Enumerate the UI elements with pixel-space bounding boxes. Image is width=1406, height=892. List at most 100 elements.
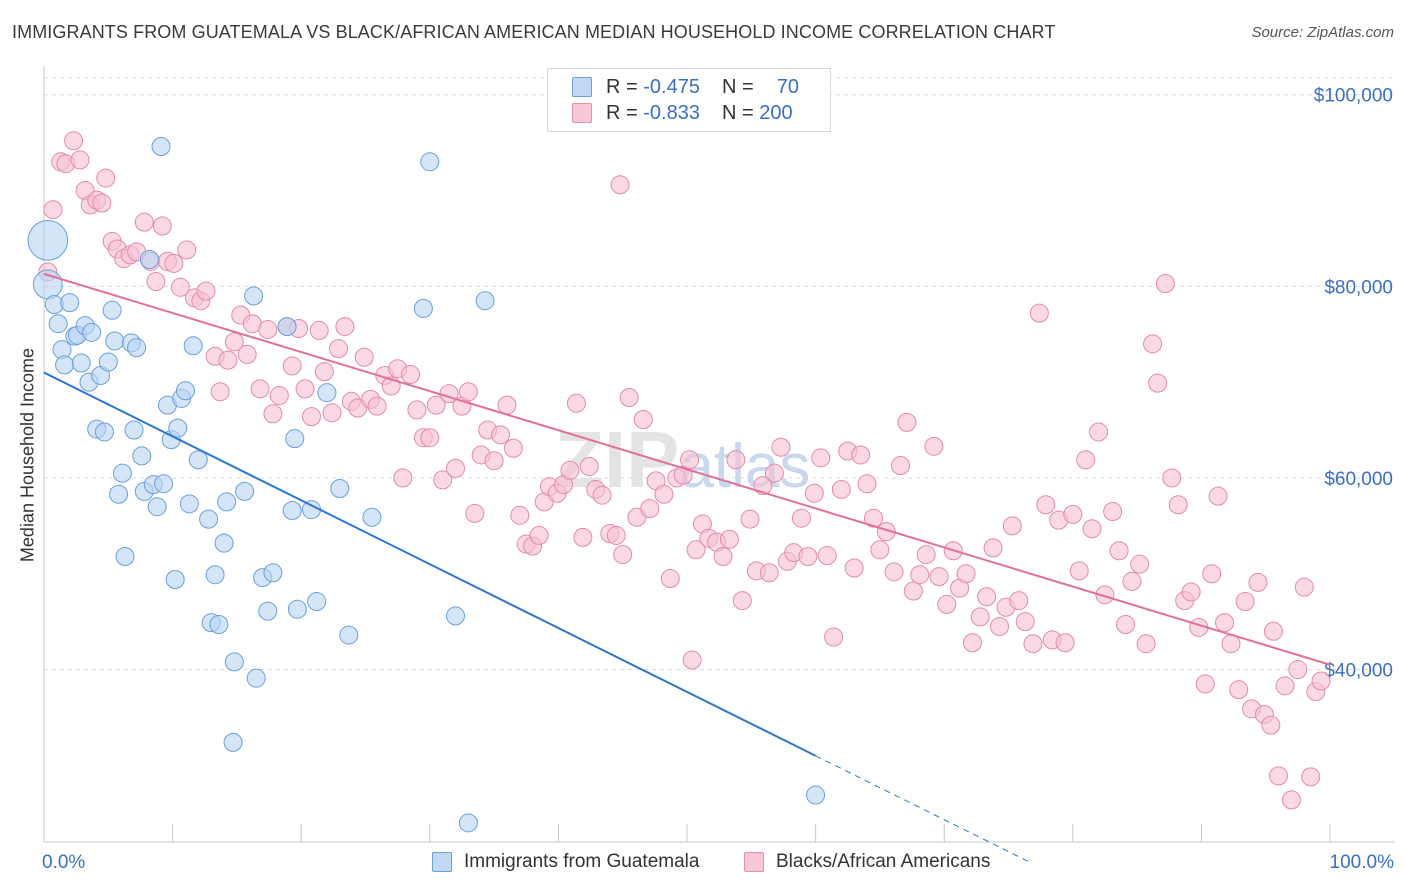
legend-swatch-pink	[572, 103, 592, 123]
pink-data-point	[924, 436, 944, 456]
blue-data-point	[151, 136, 171, 156]
pink-data-point	[258, 319, 278, 339]
blue-data-point	[458, 813, 478, 833]
pink-data-point	[328, 339, 348, 359]
pink-data-point	[1162, 468, 1182, 488]
blue-data-point	[102, 300, 122, 320]
blue-data-point	[258, 601, 278, 621]
blue-data-point	[806, 785, 826, 805]
legend-swatch-blue	[572, 77, 592, 97]
pink-data-point	[43, 200, 63, 220]
pink-data-point	[224, 332, 244, 352]
blue-data-point	[287, 599, 307, 619]
blue-data-point	[244, 286, 264, 306]
pink-data-point	[465, 503, 485, 523]
pink-data-point	[640, 499, 660, 519]
legend-swatch-pink	[744, 852, 764, 872]
pink-data-point	[177, 240, 197, 260]
blue-data-point	[199, 509, 219, 529]
legend-r-label: R =	[606, 101, 644, 124]
x-axis-max-label: 100.0%	[1329, 852, 1394, 873]
blue-data-point	[446, 606, 466, 626]
source-credit: Source: ZipAtlas.com	[1251, 24, 1394, 41]
pink-data-point	[831, 479, 851, 499]
pink-data-point	[309, 320, 329, 340]
pink-data-point	[726, 450, 746, 470]
blue-data-point	[413, 298, 433, 318]
pink-data-point	[844, 558, 864, 578]
pink-data-point	[811, 448, 831, 468]
pink-data-point	[322, 403, 342, 423]
pink-data-point	[740, 509, 760, 529]
pink-data-point	[393, 468, 413, 488]
blue-data-point	[209, 615, 229, 635]
pink-data-point	[759, 563, 779, 583]
pink-data-point	[680, 450, 700, 470]
pink-data-point	[863, 508, 883, 528]
pink-data-point	[1269, 766, 1289, 786]
pink-data-point	[295, 379, 315, 399]
blue-data-point	[285, 429, 305, 449]
correlation-legend: R = -0.475 N = 70 R = -0.833 N = 200	[547, 68, 831, 132]
legend-label-guatemala: Immigrants from Guatemala	[464, 851, 700, 872]
pink-data-point	[579, 456, 599, 476]
pink-data-point	[407, 400, 427, 420]
pink-data-point	[1261, 715, 1281, 735]
pink-data-point	[1275, 676, 1295, 696]
y-tick-label: $60,000	[1324, 469, 1393, 490]
pink-data-point	[1109, 541, 1129, 561]
pink-data-point	[1136, 634, 1156, 654]
pink-data-point	[1155, 273, 1175, 293]
pink-data-point	[970, 607, 990, 627]
blue-data-point	[205, 565, 225, 585]
pink-data-point	[1029, 303, 1049, 323]
pink-data-point	[401, 364, 421, 384]
blue-data-point	[217, 492, 237, 512]
pink-data-point	[1248, 572, 1268, 592]
pink-data-point	[420, 428, 440, 448]
blue-data-point	[307, 592, 327, 612]
pink-data-point	[1208, 486, 1228, 506]
pink-data-point	[606, 525, 626, 545]
blue-data-point	[223, 732, 243, 752]
pink-data-point	[764, 463, 784, 483]
pink-data-point	[962, 633, 982, 653]
pink-data-point	[1069, 561, 1089, 581]
pink-data-point	[654, 484, 674, 504]
pink-data-point	[660, 569, 680, 589]
pink-data-point	[817, 546, 837, 566]
pink-data-point	[956, 564, 976, 584]
blue-data-point	[124, 420, 144, 440]
legend-n-label: N =	[721, 101, 760, 124]
pink-data-point	[791, 508, 811, 528]
blue-data-point	[132, 446, 152, 466]
pink-data-point	[682, 650, 702, 670]
pink-data-point	[1116, 615, 1136, 635]
blue-data-point	[94, 422, 114, 442]
gridlines	[44, 77, 1395, 671]
pink-data-point	[1082, 519, 1102, 539]
pink-data-point	[851, 445, 871, 465]
blue-data-point	[235, 481, 255, 501]
axes	[43, 66, 1395, 843]
pink-data-point	[1095, 585, 1115, 605]
pink-data-point	[1143, 334, 1163, 354]
pink-data-point	[870, 540, 890, 560]
y-tick-label: $80,000	[1324, 277, 1393, 298]
blue-data-point	[109, 484, 129, 504]
pink-data-point	[1089, 422, 1109, 442]
blue-data-point	[183, 336, 203, 356]
blue-data-point	[60, 293, 80, 313]
pink-data-point	[314, 362, 334, 382]
pink-data-point	[771, 437, 791, 457]
watermark-atlas-part: atlas	[679, 432, 810, 501]
pink-data-point	[1036, 495, 1056, 515]
blue-data-point	[112, 463, 132, 483]
y-tick-labels: $40,000 $60,000 $80,000 $100,000	[1314, 86, 1393, 682]
x-axis-min-label: 0.0%	[42, 852, 86, 873]
pink-data-point	[884, 562, 904, 582]
pink-data-point	[1195, 674, 1215, 694]
pink-data-point	[1235, 592, 1255, 612]
pink-data-point	[497, 395, 517, 415]
pink-data-point	[1130, 554, 1150, 574]
